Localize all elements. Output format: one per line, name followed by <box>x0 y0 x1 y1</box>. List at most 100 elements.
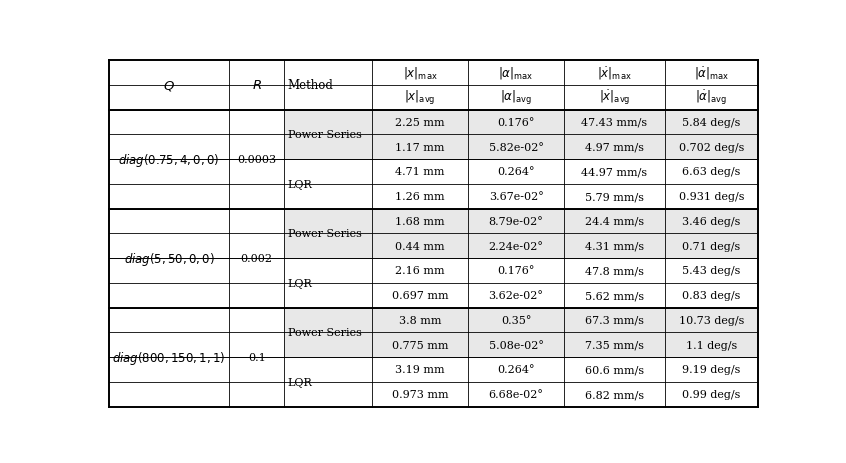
Text: 0.83 deg/s: 0.83 deg/s <box>682 291 740 300</box>
Bar <box>564 160 665 209</box>
Bar <box>468 160 564 209</box>
Text: $diag(5, 50, 0, 0)$: $diag(5, 50, 0, 0)$ <box>124 250 215 267</box>
Bar <box>229 308 284 407</box>
Text: 2.16 mm: 2.16 mm <box>395 266 445 276</box>
Text: 47.8 mm/s: 47.8 mm/s <box>585 266 644 276</box>
Text: 47.43 mm/s: 47.43 mm/s <box>581 118 647 128</box>
Bar <box>372 209 468 258</box>
Bar <box>284 258 372 308</box>
Text: 6.63 deg/s: 6.63 deg/s <box>682 167 740 177</box>
Bar <box>468 308 564 357</box>
Bar <box>109 308 229 407</box>
Bar <box>564 357 665 407</box>
Text: 0.0003: 0.0003 <box>237 155 277 165</box>
Text: 0.775 mm: 0.775 mm <box>392 340 448 350</box>
Text: 3.62e-02°: 3.62e-02° <box>489 291 543 300</box>
Text: $|x|_{\mathrm{avg}}$: $|x|_{\mathrm{avg}}$ <box>404 89 436 107</box>
Text: Power Series: Power Series <box>288 328 361 338</box>
Text: LQR: LQR <box>288 278 312 288</box>
Text: 0.176°: 0.176° <box>497 118 535 128</box>
Text: 3.46 deg/s: 3.46 deg/s <box>682 217 740 226</box>
Bar <box>665 110 758 160</box>
Text: 5.43 deg/s: 5.43 deg/s <box>682 266 740 276</box>
Text: 0.697 mm: 0.697 mm <box>392 291 448 300</box>
Bar <box>665 209 758 258</box>
Bar <box>284 209 372 258</box>
Bar <box>109 110 229 209</box>
Bar <box>229 61 284 110</box>
Text: 10.73 deg/s: 10.73 deg/s <box>678 315 744 325</box>
Text: 0.702 deg/s: 0.702 deg/s <box>678 142 744 152</box>
Text: 3.19 mm: 3.19 mm <box>395 365 445 375</box>
Text: Method: Method <box>288 79 333 92</box>
Text: 2.24e-02°: 2.24e-02° <box>489 241 543 251</box>
Text: 60.6 mm/s: 60.6 mm/s <box>585 365 644 375</box>
Text: 3.67e-02°: 3.67e-02° <box>489 192 543 202</box>
Text: 4.31 mm/s: 4.31 mm/s <box>585 241 644 251</box>
Text: $|\alpha|_{\mathrm{max}}$: $|\alpha|_{\mathrm{max}}$ <box>498 65 534 81</box>
Text: $R$: $R$ <box>252 79 261 92</box>
Text: 6.68e-02°: 6.68e-02° <box>489 389 543 400</box>
Text: 24.4 mm/s: 24.4 mm/s <box>585 217 644 226</box>
Text: 4.71 mm: 4.71 mm <box>395 167 445 177</box>
Text: 2.25 mm: 2.25 mm <box>395 118 445 128</box>
Text: 0.99 deg/s: 0.99 deg/s <box>682 389 740 400</box>
Bar <box>372 110 468 160</box>
Bar <box>468 357 564 407</box>
Bar <box>284 308 372 357</box>
Text: 7.35 mm/s: 7.35 mm/s <box>585 340 644 350</box>
Text: $|x|_{\mathrm{max}}$: $|x|_{\mathrm{max}}$ <box>403 65 437 81</box>
Bar <box>284 160 372 209</box>
Bar <box>372 160 468 209</box>
Text: 44.97 mm/s: 44.97 mm/s <box>581 167 647 177</box>
Bar <box>665 308 758 357</box>
Text: $|\alpha|_{\mathrm{avg}}$: $|\alpha|_{\mathrm{avg}}$ <box>500 89 532 107</box>
Text: 0.71 deg/s: 0.71 deg/s <box>682 241 740 251</box>
Bar <box>665 160 758 209</box>
Bar <box>468 258 564 308</box>
Text: $diag(800, 150, 1, 1)$: $diag(800, 150, 1, 1)$ <box>113 349 226 366</box>
Text: $Q$: $Q$ <box>163 79 175 93</box>
Text: 9.19 deg/s: 9.19 deg/s <box>682 365 740 375</box>
Bar <box>564 61 665 110</box>
Bar <box>372 258 468 308</box>
Text: 8.79e-02°: 8.79e-02° <box>489 217 543 226</box>
Text: 5.08e-02°: 5.08e-02° <box>489 340 543 350</box>
Text: 1.17 mm: 1.17 mm <box>395 142 445 152</box>
Text: $|\dot{\alpha}|_{\mathrm{avg}}$: $|\dot{\alpha}|_{\mathrm{avg}}$ <box>695 89 728 107</box>
Text: $|\dot{x}|_{\mathrm{max}}$: $|\dot{x}|_{\mathrm{max}}$ <box>597 65 632 81</box>
Text: 0.264°: 0.264° <box>497 167 535 177</box>
Bar <box>665 357 758 407</box>
Text: 5.84 deg/s: 5.84 deg/s <box>682 118 740 128</box>
Bar <box>109 209 229 308</box>
Text: 1.68 mm: 1.68 mm <box>395 217 445 226</box>
Bar <box>372 357 468 407</box>
Bar <box>468 209 564 258</box>
Bar <box>284 357 372 407</box>
Text: 3.8 mm: 3.8 mm <box>398 315 442 325</box>
Bar <box>468 61 564 110</box>
Bar <box>109 61 229 110</box>
Text: Power Series: Power Series <box>288 130 361 140</box>
Text: 0.973 mm: 0.973 mm <box>392 389 448 400</box>
Text: 0.264°: 0.264° <box>497 365 535 375</box>
Bar <box>564 258 665 308</box>
Bar <box>564 209 665 258</box>
Bar <box>229 209 284 308</box>
Text: $|\dot{x}|_{\mathrm{avg}}$: $|\dot{x}|_{\mathrm{avg}}$ <box>599 89 630 107</box>
Bar <box>372 61 468 110</box>
Text: Power Series: Power Series <box>288 229 361 239</box>
Bar <box>284 61 372 110</box>
Bar <box>665 61 758 110</box>
Bar <box>372 308 468 357</box>
Text: 0.176°: 0.176° <box>497 266 535 276</box>
Text: 1.1 deg/s: 1.1 deg/s <box>686 340 737 350</box>
Text: 5.82e-02°: 5.82e-02° <box>489 142 543 152</box>
Text: 0.1: 0.1 <box>248 352 266 363</box>
Text: 5.62 mm/s: 5.62 mm/s <box>585 291 644 300</box>
Text: 0.002: 0.002 <box>241 254 272 263</box>
Bar <box>229 110 284 209</box>
Bar <box>284 110 372 160</box>
Text: 0.931 deg/s: 0.931 deg/s <box>678 192 744 202</box>
Text: LQR: LQR <box>288 377 312 387</box>
